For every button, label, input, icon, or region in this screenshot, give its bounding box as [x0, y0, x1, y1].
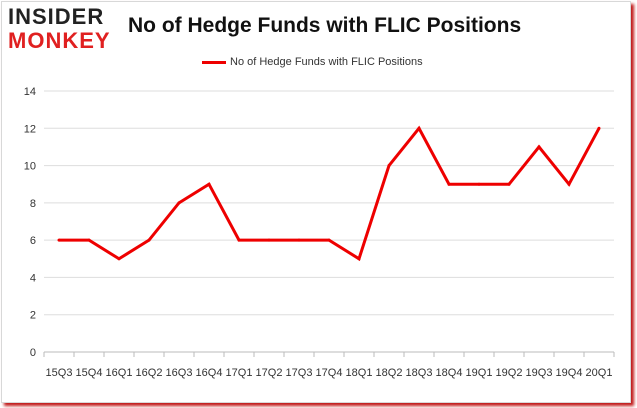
y-tick-label-2: 2 [30, 310, 36, 322]
chart-frame [1, 1, 631, 403]
x-tick-label-17Q1: 17Q1 [226, 367, 253, 379]
x-tick-label-16Q4: 16Q4 [196, 367, 223, 379]
y-tick-label-12: 12 [24, 123, 36, 135]
insider-monkey-logo: INSIDER MONKEY [8, 6, 120, 54]
x-tick-label-18Q4: 18Q4 [436, 367, 463, 379]
y-tick-label-14: 14 [24, 86, 36, 98]
x-tick-label-16Q2: 16Q2 [136, 367, 163, 379]
chart-title: No of Hedge Funds with FLIC Positions [128, 14, 522, 37]
x-tick-label-16Q1: 16Q1 [106, 367, 133, 379]
x-tick-label-19Q1: 19Q1 [466, 367, 493, 379]
x-tick-label-17Q4: 17Q4 [316, 367, 343, 379]
logo-line-2: MONKEY [8, 28, 111, 53]
data-point-15Q3 [57, 238, 61, 242]
data-point-19Q2 [507, 182, 511, 186]
x-tick-label-18Q3: 18Q3 [406, 367, 433, 379]
x-tick-label-19Q2: 19Q2 [496, 367, 523, 379]
data-point-16Q1 [117, 257, 121, 261]
data-point-20Q1 [597, 126, 601, 130]
x-tick-label-16Q3: 16Q3 [166, 367, 193, 379]
data-point-18Q2 [387, 164, 391, 168]
data-point-19Q1 [477, 182, 481, 186]
data-point-17Q4 [327, 238, 331, 242]
data-point-15Q4 [87, 238, 91, 242]
x-tick-label-20Q1: 20Q1 [586, 367, 613, 379]
data-point-18Q4 [447, 182, 451, 186]
x-tick-label-18Q1: 18Q1 [346, 367, 373, 379]
logo-line-1: INSIDER [8, 4, 105, 29]
y-tick-label-10: 10 [24, 161, 36, 173]
data-point-18Q1 [357, 257, 361, 261]
data-point-16Q4 [207, 182, 211, 186]
data-point-19Q4 [567, 182, 571, 186]
data-point-17Q3 [297, 238, 301, 242]
legend-swatch [202, 60, 226, 64]
y-tick-label-4: 4 [30, 272, 36, 284]
legend-label: No of Hedge Funds with FLIC Positions [230, 56, 423, 69]
data-point-17Q1 [237, 238, 241, 242]
y-tick-label-8: 8 [30, 198, 36, 210]
y-tick-label-6: 6 [30, 235, 36, 247]
x-tick-label-15Q4: 15Q4 [76, 367, 103, 379]
x-tick-label-17Q3: 17Q3 [286, 367, 313, 379]
x-tick-label-19Q3: 19Q3 [526, 367, 553, 379]
data-point-19Q3 [537, 145, 541, 149]
x-tick-label-19Q4: 19Q4 [556, 367, 583, 379]
data-point-16Q3 [177, 201, 181, 205]
x-tick-label-17Q2: 17Q2 [256, 367, 283, 379]
data-point-18Q3 [417, 126, 421, 130]
x-tick-label-18Q2: 18Q2 [376, 367, 403, 379]
data-point-17Q2 [267, 238, 271, 242]
x-tick-label-15Q3: 15Q3 [46, 367, 73, 379]
chart-legend: No of Hedge Funds with FLIC Positions [202, 56, 423, 72]
y-tick-label-0: 0 [30, 347, 36, 359]
data-point-16Q2 [147, 238, 151, 242]
